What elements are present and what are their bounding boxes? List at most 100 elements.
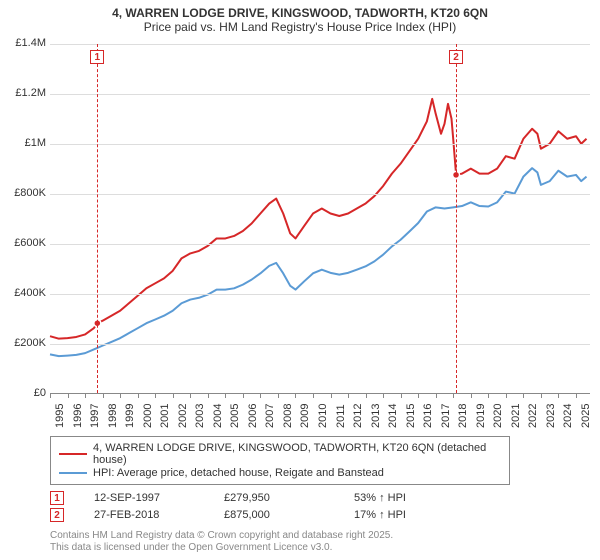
series-property — [50, 99, 587, 339]
sale-vline-2 — [456, 44, 457, 393]
x-tick — [436, 394, 437, 398]
x-tick-label: 2013 — [370, 404, 382, 428]
x-tick — [260, 394, 261, 398]
x-tick — [50, 394, 51, 398]
plot: £0£200K£400K£600K£800K£1M£1.2M£1.4M19951… — [50, 44, 590, 394]
gridline — [50, 94, 590, 95]
sale-price-1: £279,950 — [224, 492, 324, 504]
x-tick-label: 2008 — [282, 404, 294, 428]
legend-frame: 4, WARREN LODGE DRIVE, KINGSWOOD, TADWOR… — [50, 436, 510, 485]
x-tick-label: 2010 — [317, 404, 329, 428]
gridline — [50, 294, 590, 295]
x-tick-label: 2020 — [492, 404, 504, 428]
x-tick-label: 2017 — [440, 404, 452, 428]
x-tick-label: 2022 — [527, 404, 539, 428]
sales-row-1: 1 12-SEP-1997 £279,950 53% ↑ HPI — [50, 491, 590, 505]
x-tick — [190, 394, 191, 398]
chart-plot-area: £0£200K£400K£600K£800K£1M£1.2M£1.4M19951… — [50, 44, 590, 394]
gridline — [50, 44, 590, 45]
x-tick-label: 2001 — [159, 404, 171, 428]
x-tick — [401, 394, 402, 398]
x-tick — [471, 394, 472, 398]
footer-line2: This data is licensed under the Open Gov… — [50, 542, 393, 554]
x-tick-label: 2024 — [562, 404, 574, 428]
x-tick-label: 2002 — [177, 404, 189, 428]
series-svg — [50, 44, 590, 393]
sale-date-2: 27-FEB-2018 — [94, 509, 194, 521]
x-tick-label: 2000 — [142, 404, 154, 428]
x-tick-label: 2021 — [510, 404, 522, 428]
x-tick-label: 2025 — [580, 404, 592, 428]
x-tick-label: 2019 — [475, 404, 487, 428]
x-tick-label: 2003 — [194, 404, 206, 428]
sale-delta-1: 53% ↑ HPI — [354, 492, 454, 504]
x-tick-label: 1995 — [54, 404, 66, 428]
sale-vline-1 — [97, 44, 98, 393]
x-tick — [348, 394, 349, 398]
x-tick — [225, 394, 226, 398]
sales-table: 1 12-SEP-1997 £279,950 53% ↑ HPI 2 27-FE… — [50, 491, 590, 522]
x-tick — [488, 394, 489, 398]
x-tick — [138, 394, 139, 398]
gridline — [50, 244, 590, 245]
x-tick — [243, 394, 244, 398]
x-tick — [523, 394, 524, 398]
series-hpi — [50, 168, 587, 356]
x-tick — [366, 394, 367, 398]
x-tick — [506, 394, 507, 398]
sale-delta-2: 17% ↑ HPI — [354, 509, 454, 521]
x-tick — [155, 394, 156, 398]
x-tick-label: 1996 — [72, 404, 84, 428]
y-tick-label: £1.2M — [4, 87, 46, 99]
x-tick-label: 2005 — [229, 404, 241, 428]
sales-row-2: 2 27-FEB-2018 £875,000 17% ↑ HPI — [50, 508, 590, 522]
gridline — [50, 144, 590, 145]
y-tick-label: £0 — [4, 387, 46, 399]
x-tick-label: 2014 — [387, 404, 399, 428]
x-tick-label: 2023 — [545, 404, 557, 428]
y-tick-label: £600K — [4, 237, 46, 249]
x-tick-label: 2016 — [422, 404, 434, 428]
y-tick-label: £1.4M — [4, 37, 46, 49]
x-tick — [313, 394, 314, 398]
x-tick — [103, 394, 104, 398]
sale-date-1: 12-SEP-1997 — [94, 492, 194, 504]
x-tick-label: 2009 — [299, 404, 311, 428]
x-tick-label: 2015 — [405, 404, 417, 428]
sale-marker-1: 1 — [50, 491, 64, 505]
x-tick — [85, 394, 86, 398]
x-tick — [383, 394, 384, 398]
x-tick-label: 1997 — [89, 404, 101, 428]
gridline — [50, 194, 590, 195]
legend-row-property: 4, WARREN LODGE DRIVE, KINGSWOOD, TADWOR… — [59, 442, 501, 466]
x-tick-label: 2018 — [457, 404, 469, 428]
legend-label-hpi: HPI: Average price, detached house, Reig… — [93, 467, 384, 479]
x-tick — [68, 394, 69, 398]
x-tick — [331, 394, 332, 398]
x-tick-label: 2007 — [264, 404, 276, 428]
x-tick — [173, 394, 174, 398]
y-tick-label: £800K — [4, 187, 46, 199]
legend-row-hpi: HPI: Average price, detached house, Reig… — [59, 467, 501, 479]
x-tick-label: 2012 — [352, 404, 364, 428]
x-tick — [558, 394, 559, 398]
y-tick-label: £400K — [4, 287, 46, 299]
x-tick-label: 2006 — [247, 404, 259, 428]
legend-and-data: 4, WARREN LODGE DRIVE, KINGSWOOD, TADWOR… — [50, 436, 590, 525]
x-tick — [278, 394, 279, 398]
chart-container: 4, WARREN LODGE DRIVE, KINGSWOOD, TADWOR… — [0, 0, 600, 560]
sale-price-2: £875,000 — [224, 509, 324, 521]
y-tick-label: £200K — [4, 337, 46, 349]
legend-swatch-hpi — [59, 472, 87, 474]
x-tick — [208, 394, 209, 398]
x-tick — [295, 394, 296, 398]
footer-line1: Contains HM Land Registry data © Crown c… — [50, 530, 393, 542]
x-tick — [453, 394, 454, 398]
x-tick-label: 2004 — [212, 404, 224, 428]
x-tick — [541, 394, 542, 398]
title-block: 4, WARREN LODGE DRIVE, KINGSWOOD, TADWOR… — [0, 0, 600, 36]
x-tick — [576, 394, 577, 398]
sale-marker-box-1: 1 — [90, 50, 104, 64]
footer: Contains HM Land Registry data © Crown c… — [50, 530, 393, 554]
legend-label-property: 4, WARREN LODGE DRIVE, KINGSWOOD, TADWOR… — [93, 442, 501, 466]
